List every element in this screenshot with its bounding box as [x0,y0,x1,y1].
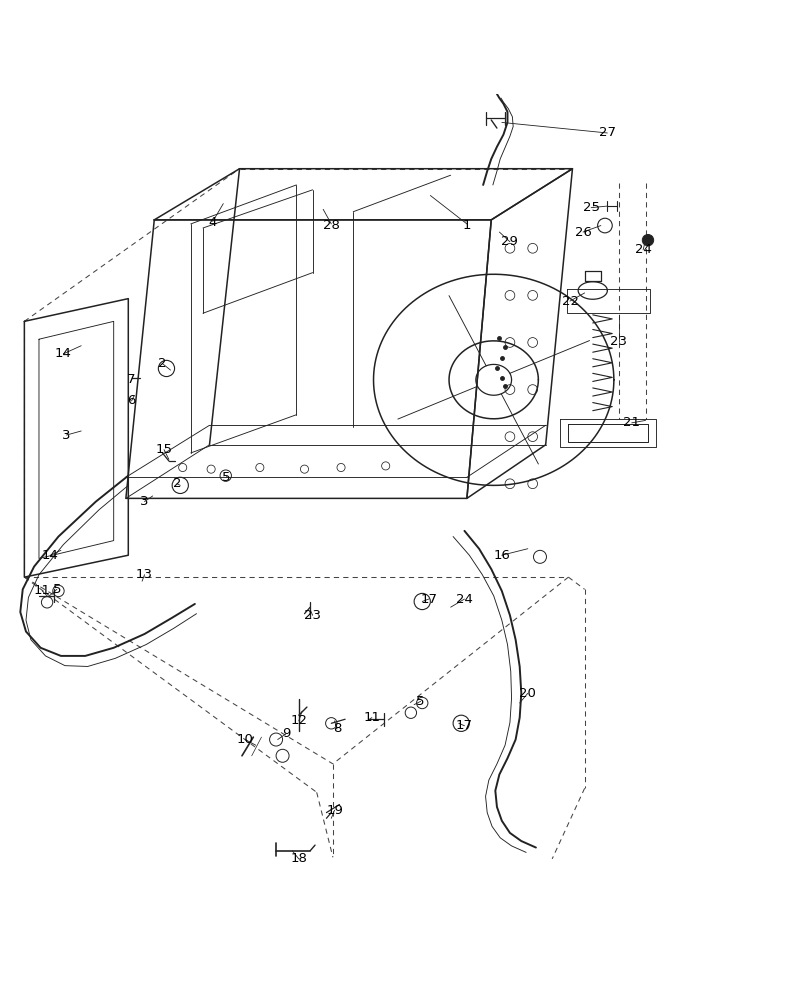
Text: 10: 10 [237,733,253,746]
Text: 8: 8 [333,722,341,735]
Text: 17: 17 [420,593,436,606]
Text: 23: 23 [610,335,626,348]
Text: 6: 6 [127,394,135,407]
Text: 28: 28 [323,219,339,232]
Text: 22: 22 [561,295,577,308]
Text: 17: 17 [456,719,472,732]
Text: 23: 23 [304,609,320,622]
Text: 15: 15 [156,443,172,456]
Text: 13: 13 [136,568,152,581]
Text: 2: 2 [173,477,181,490]
Text: 12: 12 [290,714,307,727]
Text: 21: 21 [623,416,639,429]
Text: 16: 16 [493,549,509,562]
Text: 26: 26 [574,226,590,239]
Text: 24: 24 [634,243,650,256]
Text: 3: 3 [140,495,148,508]
Text: 5: 5 [221,471,230,484]
Text: 20: 20 [519,687,535,700]
Text: 2: 2 [158,357,166,370]
Text: 4: 4 [208,216,217,229]
Text: 5: 5 [416,695,424,708]
Text: 11: 11 [363,711,380,724]
Text: 9: 9 [281,727,290,740]
Circle shape [642,234,653,246]
Text: 25: 25 [582,201,599,214]
Text: 5: 5 [53,583,61,596]
Text: 7: 7 [127,373,135,386]
Text: 29: 29 [501,235,517,248]
Text: 11: 11 [34,584,50,597]
Text: 24: 24 [456,593,472,606]
Text: 14: 14 [42,549,58,562]
Text: 1: 1 [462,219,470,232]
Text: 19: 19 [326,804,342,817]
Text: 18: 18 [290,852,307,865]
Text: 14: 14 [55,347,71,360]
Text: 27: 27 [599,126,615,139]
Text: 3: 3 [62,429,71,442]
